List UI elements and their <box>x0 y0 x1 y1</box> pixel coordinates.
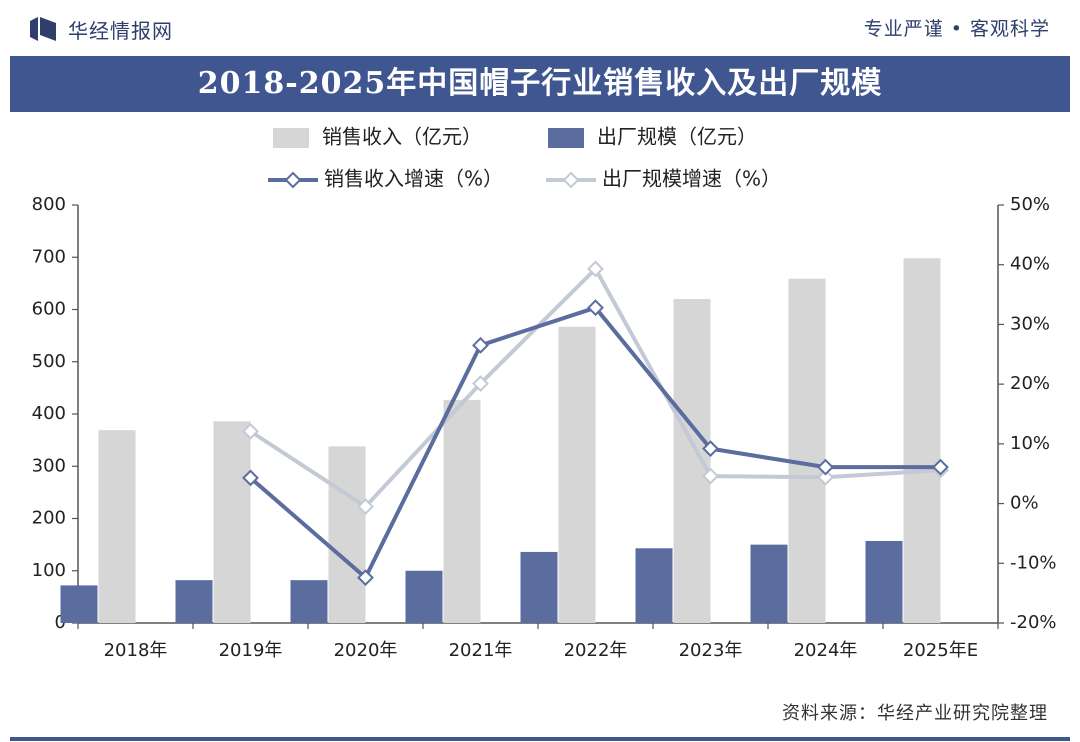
legend-label-factory: 出厂规模（亿元） <box>597 125 757 149</box>
x-tick-label: 2023年 <box>679 640 743 661</box>
factory-growth-marker <box>702 467 719 485</box>
x-tick-label: 2019年 <box>219 640 283 661</box>
y-right-tick-label: 50% <box>1010 194 1050 215</box>
y-right-tick-label: 30% <box>1010 313 1050 334</box>
source-note: 资料来源：华经产业研究院整理 <box>782 703 1048 724</box>
factory-bar <box>865 540 903 623</box>
y-right-tick-label: -20% <box>1010 612 1057 633</box>
y-left-tick-label: 400 <box>32 403 66 424</box>
brand-logo-icon <box>30 17 56 41</box>
x-tick-label: 2021年 <box>449 640 513 661</box>
y-right-tick-label: 40% <box>1010 254 1050 275</box>
factory-growth-marker <box>357 498 374 515</box>
revenue-growth-marker <box>702 440 719 458</box>
brand: 华经情报网 <box>30 14 173 44</box>
bottom-rule <box>10 737 1070 741</box>
x-tick-label: 2018年 <box>104 640 168 661</box>
y-right-tick-label: 0% <box>1010 493 1039 514</box>
revenue-growth-marker <box>932 458 949 476</box>
factory-growth-marker <box>587 260 604 278</box>
factory-bar <box>175 580 213 623</box>
chart-title: 2018-2025年中国帽子行业销售收入及出厂规模 <box>10 56 1070 112</box>
revenue-bar <box>328 446 366 623</box>
revenue-growth-marker <box>472 336 489 354</box>
x-tick-label: 2022年 <box>564 640 628 661</box>
x-tick-label: 2025年E <box>903 640 978 661</box>
legend-label-revenue: 销售收入（亿元） <box>322 125 482 149</box>
revenue-bar <box>903 258 941 623</box>
revenue-bar <box>98 430 136 623</box>
factory-growth-marker <box>472 375 489 392</box>
legend-label-revenue-growth: 销售收入增速（%） <box>324 167 503 191</box>
y-left-tick-label: 100 <box>32 560 66 581</box>
factory-bar <box>635 548 673 623</box>
y-left-tick-label: 300 <box>32 455 66 476</box>
revenue-bar <box>213 421 251 623</box>
legend-marker-revenue-growth <box>284 171 302 189</box>
legend-label-factory-growth: 出厂规模增速（%） <box>602 167 781 191</box>
revenue-bar <box>673 299 711 623</box>
factory-growth-marker <box>817 468 834 486</box>
brand-name: 华经情报网 <box>68 18 173 43</box>
factory-bar <box>290 580 328 623</box>
y-left-tick-label: 500 <box>32 351 66 372</box>
revenue-growth-marker <box>357 569 374 587</box>
y-right-tick-label: -10% <box>1010 552 1057 573</box>
legend-marker-factory-growth <box>562 171 580 189</box>
y-left-tick-label: 700 <box>32 246 66 267</box>
revenue-growth-marker <box>817 458 834 476</box>
revenue-growth-marker <box>242 469 259 487</box>
revenue-bar <box>443 399 481 623</box>
x-tick-label: 2024年 <box>794 640 858 661</box>
factory-growth-marker <box>242 422 259 440</box>
y-right-tick-label: 10% <box>1010 433 1050 454</box>
factory-bar <box>405 570 443 623</box>
revenue-bar <box>788 278 826 623</box>
legend-swatch-factory <box>548 128 584 148</box>
y-left-tick-label: 800 <box>32 194 66 215</box>
factory-bar <box>520 551 558 623</box>
factory-bar <box>60 585 98 623</box>
factory-bar <box>750 544 788 623</box>
y-left-tick-label: 0 <box>55 612 66 633</box>
revenue-bar <box>558 326 596 623</box>
slogan: 专业严谨 • 客观科学 <box>863 18 1050 40</box>
top-bar: 华经情报网 专业严谨 • 客观科学 <box>0 0 1080 54</box>
legend-swatch-revenue <box>273 128 309 148</box>
x-tick-label: 2020年 <box>334 640 398 661</box>
y-right-tick-label: 20% <box>1010 373 1050 394</box>
y-left-tick-label: 600 <box>32 299 66 320</box>
y-left-tick-label: 200 <box>32 508 66 529</box>
revenue-growth-marker <box>587 299 604 317</box>
